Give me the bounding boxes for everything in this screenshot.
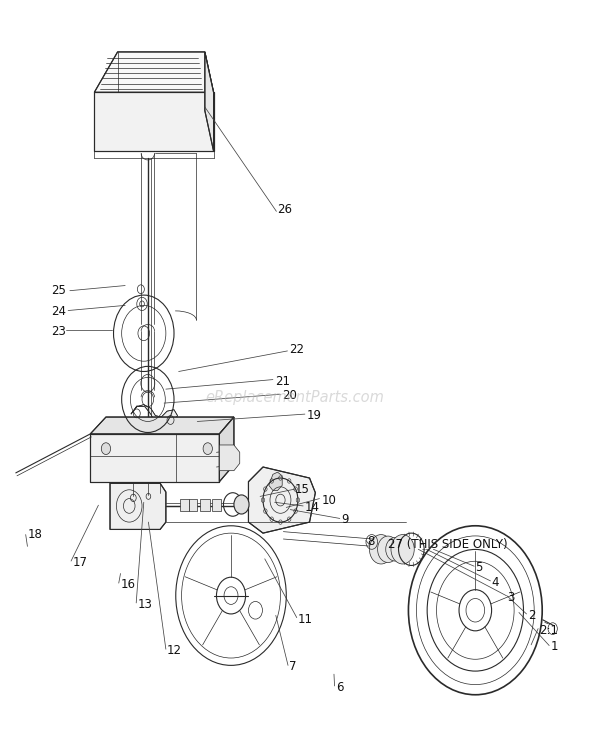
- Polygon shape: [131, 404, 178, 426]
- Bar: [180, 499, 189, 511]
- Text: 3: 3: [507, 591, 514, 603]
- Bar: [212, 499, 221, 511]
- Circle shape: [391, 535, 414, 564]
- Polygon shape: [90, 434, 219, 481]
- Text: 27 (THIS SIDE ONLY): 27 (THIS SIDE ONLY): [388, 538, 507, 551]
- Text: 16: 16: [120, 578, 136, 591]
- Polygon shape: [205, 52, 214, 151]
- Text: eReplacementParts.com: eReplacementParts.com: [205, 390, 385, 405]
- Bar: [189, 499, 197, 511]
- Text: 12: 12: [167, 644, 182, 657]
- Polygon shape: [248, 467, 316, 533]
- Text: 2:1: 2:1: [539, 623, 558, 637]
- Polygon shape: [90, 417, 234, 434]
- Text: 17: 17: [73, 556, 88, 569]
- Text: 25: 25: [51, 284, 65, 297]
- Text: 24: 24: [51, 305, 65, 318]
- Circle shape: [369, 535, 393, 564]
- Circle shape: [203, 443, 212, 455]
- Text: 23: 23: [51, 325, 65, 337]
- Polygon shape: [269, 472, 282, 490]
- Text: 1: 1: [551, 640, 558, 654]
- Polygon shape: [219, 445, 240, 470]
- Polygon shape: [94, 92, 214, 151]
- Text: 5: 5: [476, 561, 483, 574]
- Text: 22: 22: [289, 343, 304, 356]
- Text: 4: 4: [491, 576, 499, 589]
- Text: 9: 9: [342, 513, 349, 526]
- Text: 7: 7: [289, 661, 297, 673]
- Text: 20: 20: [282, 389, 297, 402]
- Polygon shape: [219, 417, 234, 481]
- Circle shape: [234, 495, 249, 514]
- Text: 18: 18: [27, 528, 42, 541]
- Text: 14: 14: [305, 501, 320, 514]
- Text: 2: 2: [527, 609, 535, 622]
- Circle shape: [378, 536, 398, 562]
- Text: 26: 26: [277, 204, 293, 216]
- Text: 19: 19: [307, 409, 322, 422]
- Text: 8: 8: [368, 536, 375, 548]
- Text: 11: 11: [298, 613, 313, 626]
- Polygon shape: [94, 52, 214, 92]
- Circle shape: [101, 443, 110, 455]
- Text: 6: 6: [336, 681, 343, 694]
- Text: 15: 15: [295, 482, 310, 496]
- Circle shape: [386, 537, 404, 561]
- Text: 13: 13: [138, 598, 153, 611]
- Text: 21: 21: [274, 374, 290, 388]
- Text: 10: 10: [321, 493, 336, 507]
- Bar: [199, 499, 210, 511]
- Polygon shape: [110, 483, 166, 530]
